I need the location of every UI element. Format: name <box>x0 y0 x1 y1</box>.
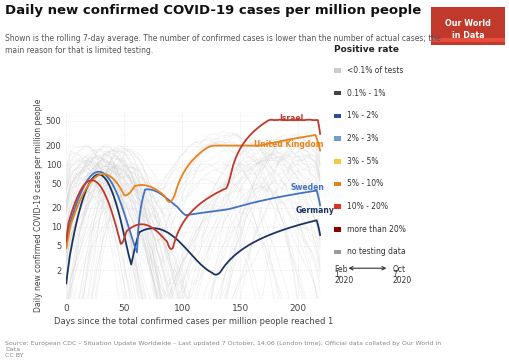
Text: Shown is the rolling 7-day average. The number of confirmed cases is lower than : Shown is the rolling 7-day average. The … <box>5 34 440 55</box>
Text: 1,: 1, <box>333 270 341 279</box>
Text: more than 20%: more than 20% <box>346 225 405 234</box>
Text: 2020: 2020 <box>333 276 353 285</box>
Text: Source: European CDC – Situation Update Worldwide – Last updated 7 October, 14:0: Source: European CDC – Situation Update … <box>5 341 440 358</box>
Text: United Kingdom: United Kingdom <box>253 140 323 149</box>
Text: 5% - 10%: 5% - 10% <box>346 179 382 188</box>
Text: no testing data: no testing data <box>346 247 405 256</box>
Text: 0.1% - 1%: 0.1% - 1% <box>346 89 384 98</box>
Text: Positive rate: Positive rate <box>333 45 398 54</box>
Text: 1% - 2%: 1% - 2% <box>346 111 377 120</box>
Text: Feb: Feb <box>333 265 347 274</box>
Text: Daily new confirmed COVID-19 cases per million people: Daily new confirmed COVID-19 cases per m… <box>5 4 420 17</box>
Text: in Data: in Data <box>451 31 483 40</box>
Text: 2% - 3%: 2% - 3% <box>346 134 378 143</box>
Text: Israel: Israel <box>279 114 303 123</box>
Y-axis label: Daily new confirmed COVID-19 cases per million people: Daily new confirmed COVID-19 cases per m… <box>34 99 43 312</box>
Text: 7,: 7, <box>392 270 399 279</box>
Text: Germany: Germany <box>295 206 334 215</box>
Text: Sweden: Sweden <box>290 183 323 192</box>
Text: 10% - 20%: 10% - 20% <box>346 202 387 211</box>
Text: 2020: 2020 <box>392 276 411 285</box>
Text: Our World: Our World <box>444 19 490 28</box>
X-axis label: Days since the total confirmed cases per million people reached 1: Days since the total confirmed cases per… <box>54 317 333 326</box>
Text: 3% - 5%: 3% - 5% <box>346 157 378 166</box>
Text: <0.1% of tests: <0.1% of tests <box>346 66 403 75</box>
Text: Oct: Oct <box>392 265 405 274</box>
